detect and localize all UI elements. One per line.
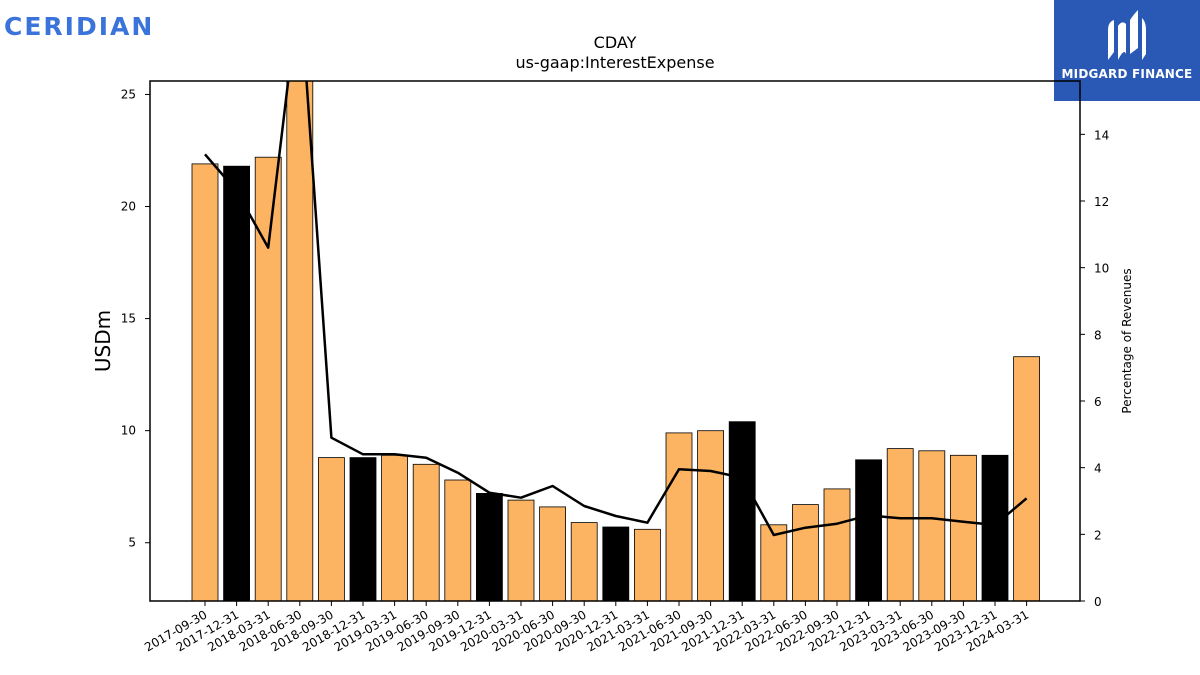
- y-axis-label: USDm: [91, 310, 115, 372]
- bar-2019-06-30: [412, 463, 440, 602]
- y-tick-label: 10: [121, 424, 136, 438]
- bar-2020-09-30: [570, 522, 598, 602]
- bar-2018-03-31: [254, 156, 282, 602]
- plot-frame: [149, 80, 1081, 602]
- y2-tick-label: 14: [1094, 128, 1109, 142]
- y2-tick-label: 8: [1094, 328, 1102, 342]
- y-tick-label: 5: [128, 536, 136, 550]
- bar-2018-12-31: [349, 457, 377, 602]
- midgard-mark-icon: [1108, 10, 1146, 60]
- chart-subtitle: us-gaap:InterestExpense: [515, 53, 714, 72]
- x-axis: 2017-09-302017-12-312018-03-312018-06-30…: [142, 601, 1031, 654]
- ceridian-logo: CERIDIAN: [4, 12, 155, 41]
- bar-2019-03-31: [381, 454, 409, 602]
- y2-tick-label: 6: [1094, 395, 1102, 409]
- bar-2020-12-31: [602, 526, 630, 602]
- bar-2024-03-31: [1013, 356, 1040, 602]
- bar-series: [191, 80, 1040, 602]
- percentage-of-revenues-line: [204, 81, 1028, 537]
- bar-2021-12-31: [728, 421, 756, 602]
- bar-2022-06-30: [792, 504, 819, 602]
- bar-2017-09-30: [191, 163, 219, 602]
- bar-2017-12-31: [223, 165, 251, 602]
- left-y-axis: 5 10 15 20 25: [121, 87, 150, 550]
- bar-2020-06-30: [539, 506, 566, 602]
- y-tick-label: 25: [121, 87, 136, 101]
- bar-2022-03-31: [760, 524, 788, 602]
- bar-2020-03-31: [507, 499, 535, 602]
- bar-2021-09-30: [697, 430, 724, 602]
- bar-2023-09-30: [950, 454, 977, 602]
- right-y-axis: 0 2 4 6 8 10 12 14: [1080, 128, 1109, 609]
- y-tick-label: 20: [121, 200, 136, 214]
- bar-2023-12-31: [981, 454, 1009, 602]
- bar-2021-03-31: [634, 528, 661, 602]
- bar-2021-06-30: [665, 432, 693, 602]
- y2-tick-label: 4: [1094, 462, 1102, 476]
- chart-title: CDAY: [594, 33, 637, 52]
- bar-2018-09-30: [317, 457, 345, 602]
- bar-2023-06-30: [918, 450, 946, 602]
- bar-2019-12-31: [475, 492, 503, 602]
- bar-2022-12-31: [855, 459, 882, 602]
- bar-2022-09-30: [823, 488, 851, 602]
- midgard-finance-wordmark: MIDGARD FINANCE: [1061, 67, 1193, 81]
- midgard-finance-logo: MIDGARD FINANCE: [1054, 0, 1200, 101]
- bar-2019-09-30: [444, 479, 472, 602]
- y2-tick-label: 12: [1094, 195, 1109, 209]
- y-tick-label: 15: [121, 312, 136, 326]
- line-series: [204, 81, 1028, 537]
- y2-tick-label: 10: [1094, 262, 1109, 276]
- y2-tick-label: 0: [1094, 595, 1102, 609]
- bar-2018-06-30: [286, 80, 314, 602]
- y2-tick-label: 2: [1094, 528, 1102, 542]
- y2-axis-label: Percentage of Revenues: [1120, 268, 1134, 413]
- bar-2023-03-31: [886, 448, 914, 602]
